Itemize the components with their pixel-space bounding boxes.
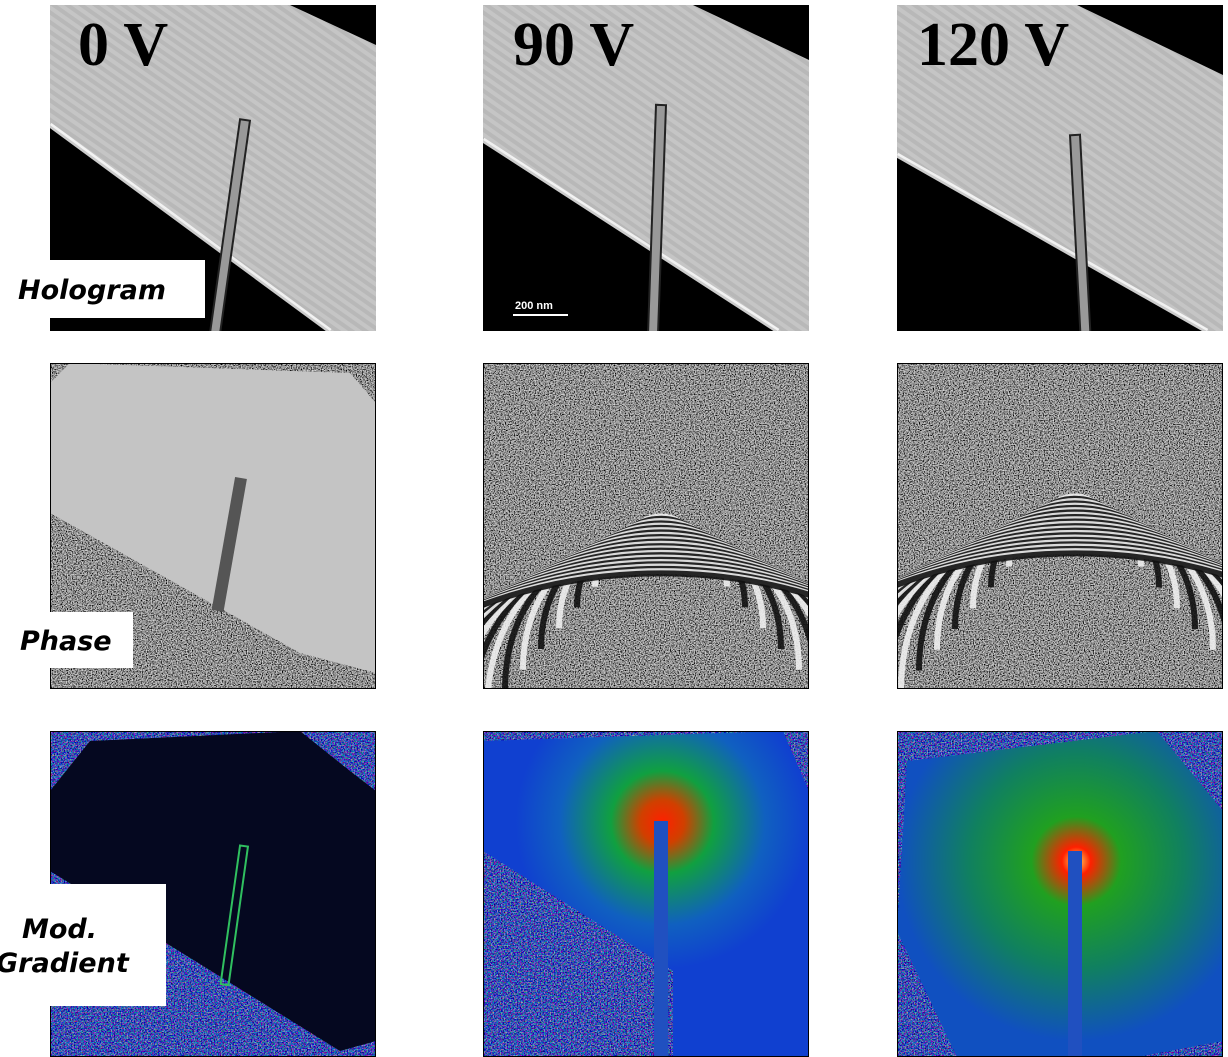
row-label: Hologram	[18, 275, 166, 306]
row-label: Phase	[20, 626, 112, 657]
needle	[654, 821, 668, 1057]
field-map	[897, 731, 1223, 1057]
row-label-box	[0, 884, 166, 1006]
figure: 200 nm 0 V 90 V 120 V Hologram Phase Mod.Grad…	[0, 0, 1228, 1057]
row-label: Mod.	[22, 914, 97, 945]
image-panel	[483, 731, 809, 1057]
page: 200 nm 0 V 90 V 120 V Hologram Phase Mod.Grad…	[0, 0, 1228, 1057]
voltage-label: 90 V	[513, 11, 634, 79]
voltage-label: 0 V	[78, 11, 168, 79]
needle	[1068, 851, 1082, 1057]
row-label: Gradient	[0, 948, 130, 979]
image-panel	[897, 731, 1223, 1057]
scale-bar-label: 200 nm	[515, 300, 553, 312]
voltage-label: 120 V	[917, 11, 1069, 79]
panel-grid: 200 nm	[50, 0, 1228, 1057]
